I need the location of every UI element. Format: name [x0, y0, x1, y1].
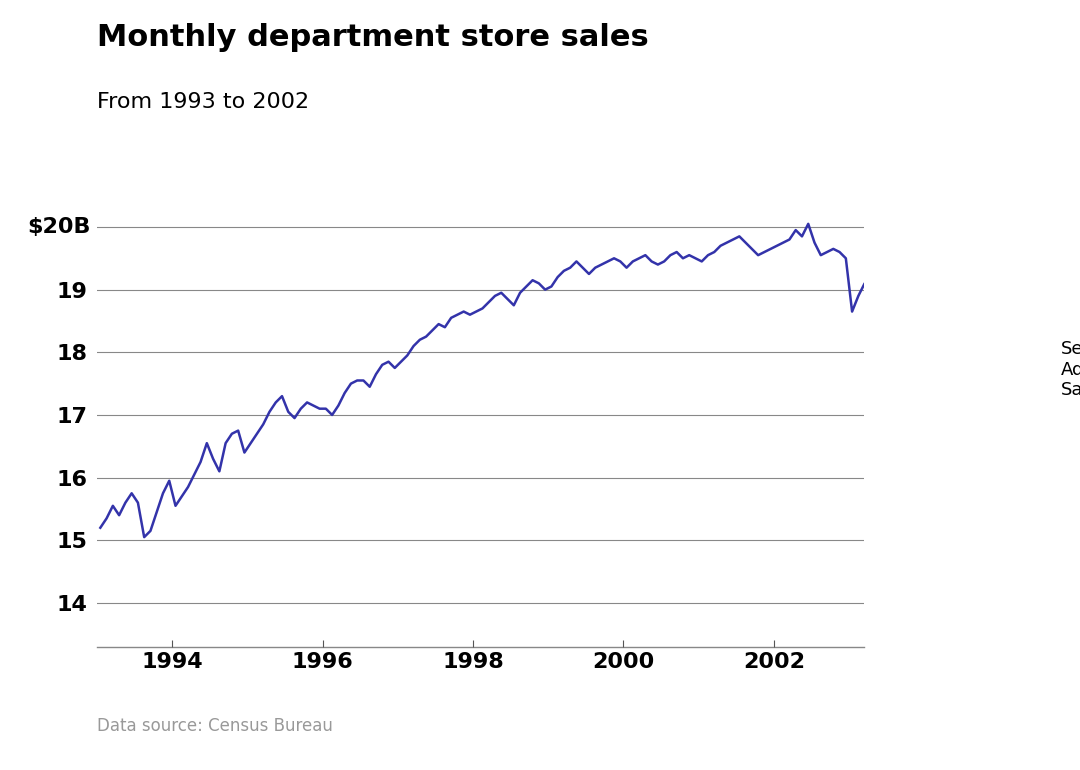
Text: Monthly department store sales: Monthly department store sales: [97, 23, 649, 52]
Text: Seasonally
Adjusted
Sales: Seasonally Adjusted Sales: [1062, 340, 1080, 400]
Text: $20B: $20B: [28, 217, 91, 237]
Text: From 1993 to 2002: From 1993 to 2002: [97, 92, 309, 112]
Text: Data source: Census Bureau: Data source: Census Bureau: [97, 718, 333, 735]
